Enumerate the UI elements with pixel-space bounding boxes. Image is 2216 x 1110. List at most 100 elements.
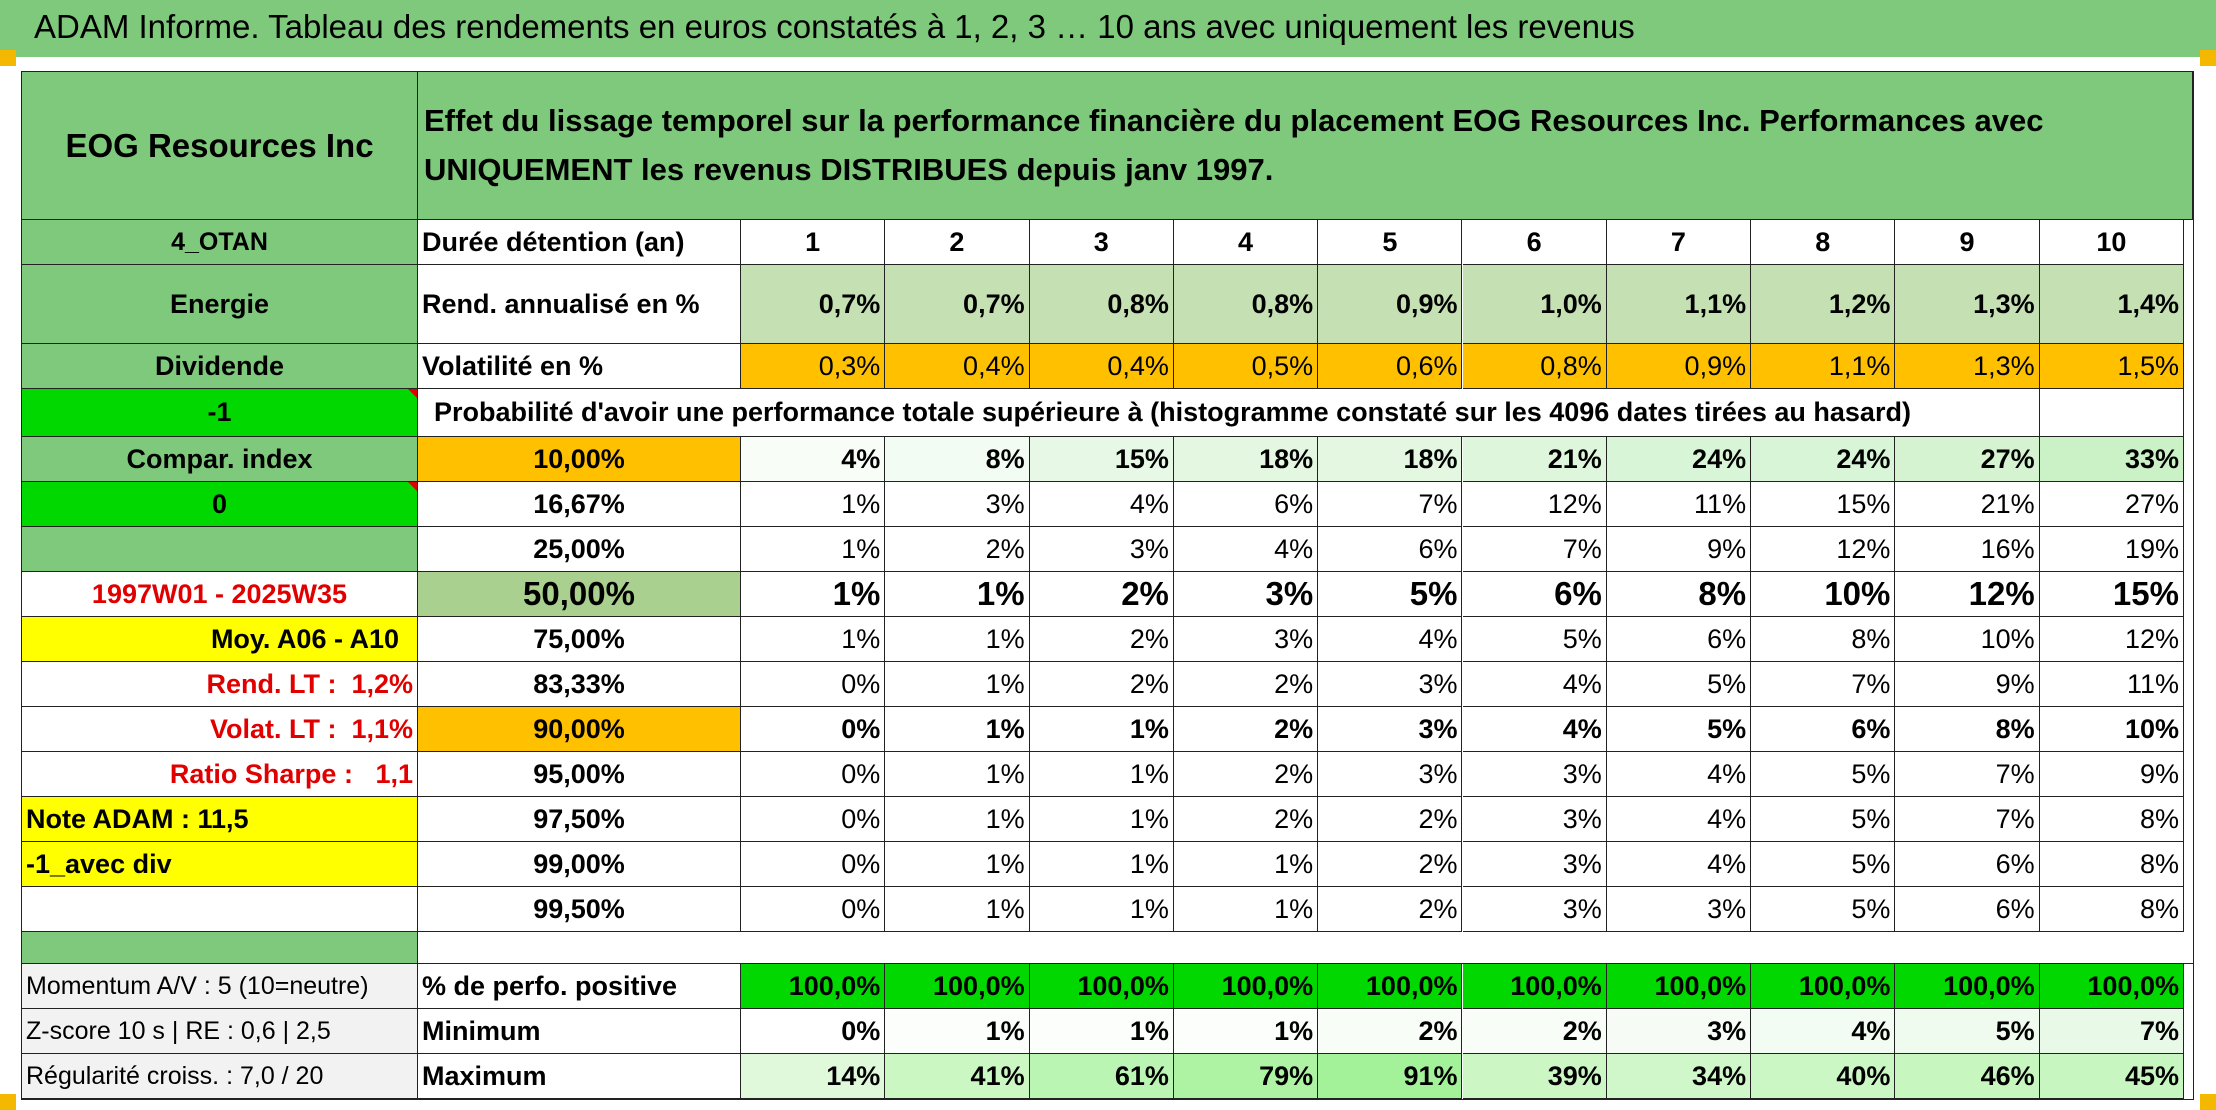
probability-value: 0% <box>741 842 886 887</box>
positive-perf-label: % de perfo. positive <box>418 964 741 1009</box>
probability-value: 1% <box>1029 797 1174 842</box>
probability-value: 3% <box>1462 752 1607 797</box>
probability-value: 9% <box>1606 527 1752 572</box>
maximum-value: 14% <box>741 1054 886 1099</box>
positive-perf-value: 100,0% <box>1318 964 1463 1009</box>
zscore-label: Z-score 10 s | RE : 0,6 | 2,5 <box>22 1009 418 1054</box>
probability-value: 0% <box>741 662 886 707</box>
threshold-cell: 50,00% <box>418 572 741 617</box>
probability-value: 1% <box>885 752 1030 797</box>
probability-value: 1% <box>1029 707 1174 752</box>
probability-value: 8% <box>1606 572 1752 617</box>
minimum-value: 1% <box>1029 1009 1174 1054</box>
maximum-value: 46% <box>1895 1054 2040 1099</box>
probability-value: 9% <box>1895 662 2040 707</box>
probability-value: 5% <box>1462 617 1607 662</box>
probability-value: 7% <box>1895 752 2040 797</box>
probability-value: 5% <box>1318 572 1463 617</box>
year-header: 2 <box>885 220 1030 265</box>
probability-value: 5% <box>1751 797 1896 842</box>
probability-value: 7% <box>1318 482 1463 527</box>
probability-value: 24% <box>1606 437 1752 482</box>
probability-value: 18% <box>1318 437 1463 482</box>
sidebar-gap-green <box>22 932 418 964</box>
probability-value: 6% <box>1895 842 2040 887</box>
probability-value: 6% <box>1318 527 1463 572</box>
left-corner-marker <box>0 50 16 66</box>
probability-value: 15% <box>1751 482 1896 527</box>
probability-value: 5% <box>1606 662 1752 707</box>
rend-value: 1,1% <box>1606 265 1752 344</box>
probability-value: 3% <box>1173 617 1319 662</box>
probability-value: 5% <box>1606 707 1752 752</box>
minimum-value: 3% <box>1606 1009 1752 1054</box>
probability-value: 1% <box>1029 752 1174 797</box>
probability-value: 2% <box>885 527 1030 572</box>
probability-value: 6% <box>1895 887 2040 932</box>
probability-value: 10% <box>1895 617 2040 662</box>
maximum-value: 34% <box>1606 1054 1752 1099</box>
rend-lt-value: 1,2% <box>351 668 413 699</box>
vol-value: 0,4% <box>1029 344 1174 389</box>
probability-value: 1% <box>885 572 1030 617</box>
probability-value: 1% <box>885 842 1030 887</box>
threshold-cell: 83,33% <box>418 662 741 707</box>
comment-marker <box>408 389 417 398</box>
year-header: 7 <box>1606 220 1752 265</box>
probability-value: 1% <box>1029 842 1174 887</box>
minimum-value: 4% <box>1751 1009 1896 1054</box>
comment-marker <box>408 482 417 491</box>
vol-value: 0,6% <box>1318 344 1463 389</box>
rend-value: 1,4% <box>2039 265 2184 344</box>
probability-caption-end <box>2039 389 2184 437</box>
gap-row <box>418 932 2193 964</box>
probability-value: 0% <box>741 707 886 752</box>
probability-value: 7% <box>1462 527 1607 572</box>
flag-minus-one: -1 <box>22 389 418 437</box>
probability-value: 10% <box>2039 707 2184 752</box>
year-header: 10 <box>2039 220 2184 265</box>
probability-value: 3% <box>1606 887 1752 932</box>
probability-value: 1% <box>885 707 1030 752</box>
minimum-value: 1% <box>885 1009 1030 1054</box>
vol-value: 0,4% <box>885 344 1030 389</box>
rend-value: 0,7% <box>885 265 1030 344</box>
probability-value: 7% <box>1895 797 2040 842</box>
report-header-bar: ADAM Informe. Tableau des rendements en … <box>0 0 2216 57</box>
company-type: Dividende <box>22 344 418 389</box>
sharpe-label: Ratio Sharpe : <box>169 758 353 789</box>
probability-value: 1% <box>741 482 886 527</box>
maximum-value: 45% <box>2039 1054 2184 1099</box>
positive-perf-value: 100,0% <box>2039 964 2184 1009</box>
positive-perf-value: 100,0% <box>1751 964 1896 1009</box>
vol-label: Volatilité en % <box>418 344 741 389</box>
vol-value: 1,3% <box>1895 344 2040 389</box>
probability-value: 8% <box>885 437 1030 482</box>
probability-value: 1% <box>1029 887 1174 932</box>
probability-value: 2% <box>1318 842 1463 887</box>
table-frame <box>21 71 2194 1100</box>
probability-value: 2% <box>1173 707 1319 752</box>
probability-value: 1% <box>885 662 1030 707</box>
rend-value: 0,8% <box>1029 265 1174 344</box>
probability-value: 5% <box>1751 752 1896 797</box>
probability-value: 15% <box>1029 437 1174 482</box>
probability-value: 4% <box>741 437 886 482</box>
company-name: EOG Resources Inc <box>22 72 418 220</box>
probability-value: 8% <box>1895 707 2040 752</box>
probability-value: 1% <box>1173 842 1319 887</box>
probability-value: 1% <box>741 617 886 662</box>
probability-value: 2% <box>1318 887 1463 932</box>
minimum-value: 1% <box>1173 1009 1319 1054</box>
probability-value: 6% <box>1173 482 1319 527</box>
minimum-value: 7% <box>2039 1009 2184 1054</box>
vol-value: 1,5% <box>2039 344 2184 389</box>
probability-value: 8% <box>1751 617 1896 662</box>
probability-value: 3% <box>1318 752 1463 797</box>
probability-value: 27% <box>1895 437 2040 482</box>
regularite-label: Régularité croiss. : 7,0 / 20 <box>22 1054 418 1099</box>
year-header: 6 <box>1462 220 1607 265</box>
threshold-cell: 90,00% <box>418 707 741 752</box>
rend-value: 1,0% <box>1462 265 1607 344</box>
